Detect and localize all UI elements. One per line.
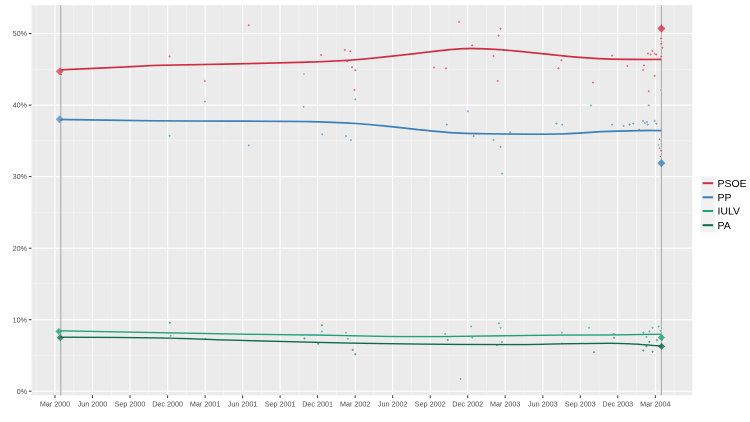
svg-text:Jun 2000: Jun 2000 [78, 400, 108, 409]
svg-text:10%: 10% [13, 315, 28, 324]
svg-text:50%: 50% [13, 29, 28, 38]
svg-text:Mar 2003: Mar 2003 [490, 400, 520, 409]
svg-text:PA: PA [718, 220, 731, 232]
svg-text:Jun 2002: Jun 2002 [378, 400, 408, 409]
svg-text:Dec 2001: Dec 2001 [302, 400, 333, 409]
svg-text:Mar 2001: Mar 2001 [190, 400, 220, 409]
svg-text:Mar 2004: Mar 2004 [640, 400, 670, 409]
svg-text:40%: 40% [13, 101, 28, 110]
svg-text:Jun 2003: Jun 2003 [528, 400, 558, 409]
svg-text:Dec 2002: Dec 2002 [452, 400, 483, 409]
svg-text:Mar 2002: Mar 2002 [340, 400, 370, 409]
svg-text:IULV: IULV [718, 206, 741, 218]
svg-text:PP: PP [718, 192, 732, 204]
svg-text:0%: 0% [17, 387, 28, 396]
svg-text:Mar 2000: Mar 2000 [40, 400, 70, 409]
svg-text:PSOE: PSOE [718, 178, 747, 190]
svg-text:20%: 20% [13, 244, 28, 253]
svg-text:Dec 2003: Dec 2003 [602, 400, 633, 409]
svg-text:30%: 30% [13, 172, 28, 181]
svg-text:Sep 2003: Sep 2003 [565, 400, 596, 409]
svg-text:Sep 2000: Sep 2000 [115, 400, 146, 409]
svg-text:Dec 2000: Dec 2000 [152, 400, 183, 409]
svg-text:Sep 2001: Sep 2001 [265, 400, 296, 409]
svg-text:Sep 2002: Sep 2002 [415, 400, 446, 409]
svg-text:Jun 2001: Jun 2001 [228, 400, 258, 409]
